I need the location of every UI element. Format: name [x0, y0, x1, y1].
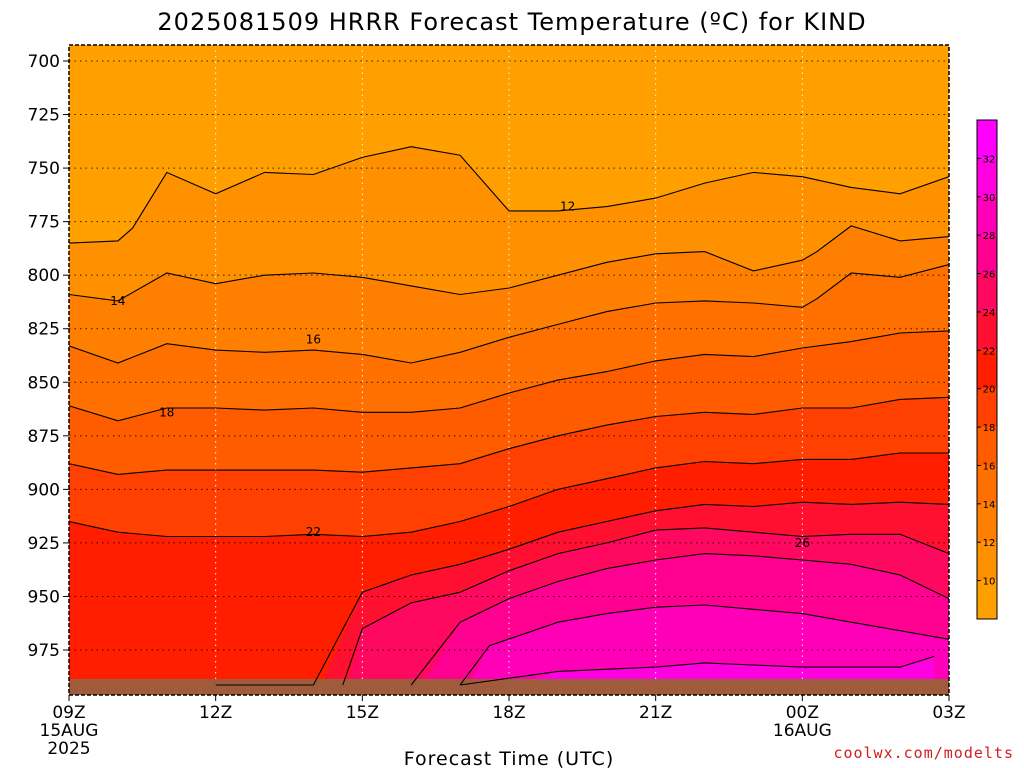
- x-tick-label: 15Z: [346, 703, 379, 723]
- isotherm-16: [69, 263, 949, 364]
- colorbar: 10 12 14 16 18 20 22 24 26 28 30 32: [976, 119, 998, 620]
- colorbar-swatch: [977, 580, 997, 619]
- isotherm-22: [69, 452, 949, 538]
- y-axis: 700 725 750 775 800 825 850 875 900 925 950 975: [28, 52, 69, 661]
- colorbar-swatch: [977, 311, 997, 351]
- credit-text: coolwx.com/modelts: [833, 744, 1014, 762]
- x-tick-sublabel: 16AUG: [773, 721, 832, 741]
- x-tick-label: 21Z: [639, 703, 672, 723]
- temperature-fill-bands: [69, 45, 949, 695]
- isotherm-label-26: 26: [795, 536, 810, 550]
- colorbar-label: 24: [983, 308, 996, 319]
- y-tick-label: 850: [28, 373, 60, 393]
- colorbar-swatch: [977, 273, 997, 312]
- colorbar-swatch: [977, 465, 997, 504]
- isotherm-label-18: 18: [159, 405, 174, 419]
- isotherm-contours: [69, 146, 949, 686]
- colorbar-swatch: [977, 503, 997, 543]
- isotherm-label-16: 16: [306, 332, 321, 346]
- colorbar-label: 14: [983, 500, 996, 511]
- ground-surface: [69, 679, 949, 695]
- y-tick-label: 775: [28, 213, 60, 233]
- chart-title: 2025081509 HRRR Forecast Temperature (ºC…: [157, 8, 866, 36]
- x-tick-label: 00Z: [786, 703, 819, 723]
- grid-lines: [69, 45, 949, 679]
- y-tick-label: 975: [28, 641, 60, 661]
- y-tick-label: 750: [28, 159, 60, 179]
- colorbar-label: 12: [983, 538, 996, 549]
- isotherm-24: [215, 501, 949, 686]
- colorbar-swatch: [977, 120, 997, 159]
- isotherm-20: [69, 396, 949, 475]
- y-tick-label: 825: [28, 320, 60, 340]
- y-tick-label: 950: [28, 587, 60, 607]
- colorbar-label: 30: [983, 193, 996, 204]
- ground-strip: [69, 679, 949, 695]
- colorbar-label: 26: [983, 270, 996, 281]
- y-tick-label: 700: [28, 52, 60, 72]
- isotherm-30: [459, 604, 949, 686]
- colorbar-label: 18: [983, 423, 996, 434]
- isotherm-labels: 12 14 16 18 22 26: [110, 200, 810, 550]
- y-tick-label: 800: [28, 266, 60, 286]
- colorbar-swatch: [977, 196, 997, 236]
- isotherm-label-22: 22: [306, 525, 321, 539]
- colorbar-swatch: [977, 427, 997, 466]
- y-tick-label: 875: [28, 427, 60, 447]
- colorbar-label: 20: [983, 385, 996, 396]
- isotherm-28: [410, 553, 949, 686]
- y-tick-label: 925: [28, 534, 60, 554]
- colorbar-label: 32: [983, 154, 996, 165]
- x-tick-sublabel: 2025: [47, 739, 90, 759]
- isotherm-label-12: 12: [560, 200, 575, 214]
- colorbar-label: 10: [983, 577, 996, 588]
- x-tick-label: 18Z: [492, 703, 525, 723]
- colorbar-swatch: [977, 235, 997, 274]
- colorbar-swatch: [977, 350, 997, 389]
- x-tick-sublabel: 15AUG: [40, 721, 99, 741]
- colorbar-swatch: [977, 542, 997, 581]
- isotherm-14: [69, 225, 949, 302]
- x-axis-title: Forecast Time (UTC): [404, 748, 614, 768]
- colorbar-label: 28: [983, 231, 996, 242]
- isotherm-label-14: 14: [110, 294, 125, 308]
- colorbar-label: 16: [983, 461, 996, 472]
- colorbar-label: 22: [983, 346, 996, 357]
- x-tick-label: 03Z: [932, 703, 965, 723]
- isotherm-26: [342, 527, 949, 686]
- colorbar-swatch: [977, 388, 997, 428]
- colorbar-swatch: [977, 158, 997, 197]
- isotherm-32: [460, 655, 935, 686]
- isotherm-18: [69, 330, 949, 422]
- x-tick-label: 12Z: [199, 703, 232, 723]
- y-tick-label: 725: [28, 106, 60, 126]
- isotherm-12: [69, 146, 949, 244]
- colorbar-frame: [976, 119, 998, 620]
- y-tick-label: 900: [28, 480, 60, 500]
- x-tick-label: 09Z: [52, 703, 85, 723]
